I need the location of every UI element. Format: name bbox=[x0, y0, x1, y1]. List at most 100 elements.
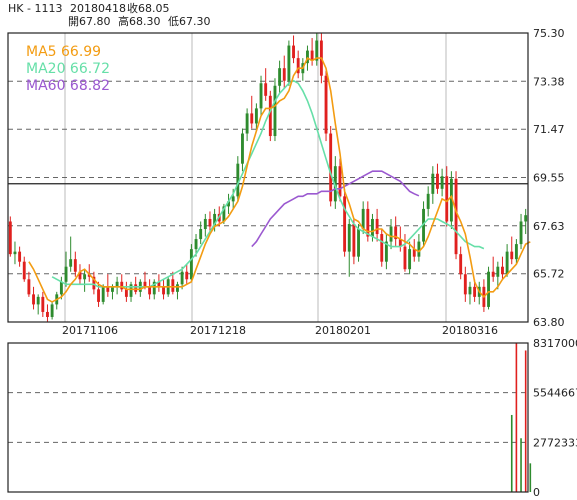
candle-body bbox=[491, 271, 495, 277]
price-tick-label: 67.63 bbox=[533, 220, 565, 233]
date-tick-label: 20171106 bbox=[62, 324, 118, 337]
candle bbox=[124, 281, 128, 302]
candle bbox=[436, 163, 439, 194]
candle bbox=[59, 276, 63, 300]
date-axis-ticks: 20171106 20171218 20180201 20180316 bbox=[62, 324, 498, 337]
candle bbox=[301, 58, 305, 81]
candle-body bbox=[487, 271, 490, 307]
candle bbox=[148, 279, 152, 300]
candle bbox=[431, 166, 435, 204]
candle bbox=[18, 246, 22, 267]
candle-body bbox=[134, 284, 138, 292]
candle-body bbox=[454, 178, 458, 255]
candle bbox=[64, 251, 68, 287]
candle-body bbox=[148, 286, 152, 295]
candle bbox=[440, 168, 444, 197]
candle-body bbox=[97, 289, 100, 302]
candle-body bbox=[194, 239, 198, 250]
candle-body bbox=[357, 229, 360, 257]
candle-body bbox=[208, 218, 212, 227]
candle-body bbox=[375, 218, 379, 235]
candle-body bbox=[403, 246, 407, 270]
candle bbox=[8, 216, 12, 257]
candle bbox=[375, 208, 379, 242]
price-tick-label: 69.55 bbox=[533, 172, 565, 185]
volume-panel-frame bbox=[7, 342, 529, 493]
candle-body bbox=[324, 75, 328, 134]
volume-panel: 8317000 5544667 2772333 0 bbox=[7, 337, 577, 499]
candle bbox=[69, 236, 73, 272]
volume-bars bbox=[510, 343, 532, 492]
candle-body bbox=[46, 311, 49, 317]
candle-body bbox=[59, 281, 63, 295]
candle bbox=[384, 234, 388, 270]
volume-tick-label: 2772333 bbox=[533, 436, 577, 449]
candle bbox=[310, 38, 314, 66]
candle-body bbox=[449, 178, 453, 222]
candle-body bbox=[394, 226, 398, 240]
candle-body bbox=[371, 218, 374, 237]
candle bbox=[250, 95, 254, 129]
candle-body bbox=[69, 259, 73, 267]
candle-body bbox=[152, 281, 156, 295]
candle bbox=[278, 60, 282, 94]
candle-body bbox=[111, 286, 114, 292]
candle bbox=[78, 264, 82, 285]
candle-body bbox=[264, 83, 268, 96]
candle-body bbox=[22, 261, 26, 280]
candle bbox=[282, 55, 286, 89]
candle bbox=[403, 234, 407, 272]
candle bbox=[36, 294, 40, 315]
low-price: 低67.30 bbox=[168, 15, 211, 28]
candle-body bbox=[185, 271, 189, 280]
open-price: 開67.80 bbox=[68, 15, 111, 28]
candle-body bbox=[213, 213, 217, 227]
candle bbox=[83, 269, 87, 292]
candle-body bbox=[514, 244, 518, 260]
candle-body bbox=[250, 113, 254, 124]
candle-body bbox=[329, 133, 333, 202]
candle-body bbox=[417, 241, 421, 257]
candle-body bbox=[176, 284, 179, 292]
candle bbox=[171, 271, 175, 295]
candle-body bbox=[13, 251, 17, 255]
candle bbox=[514, 239, 518, 265]
candle bbox=[501, 256, 504, 280]
candle-body bbox=[227, 201, 230, 207]
candle bbox=[254, 103, 258, 132]
candle-body bbox=[459, 254, 463, 275]
candle-body bbox=[36, 296, 40, 305]
candle bbox=[92, 271, 96, 295]
candle-body bbox=[384, 241, 388, 262]
candle bbox=[13, 241, 17, 265]
candle-body bbox=[254, 108, 258, 124]
candle bbox=[352, 218, 356, 265]
candle bbox=[22, 256, 26, 282]
candle-body bbox=[519, 221, 523, 245]
candle-body bbox=[245, 113, 249, 134]
candle bbox=[343, 188, 347, 257]
candle bbox=[46, 304, 49, 322]
candle bbox=[245, 108, 249, 142]
candle bbox=[227, 193, 230, 214]
candle bbox=[417, 234, 421, 262]
moving-average-lines bbox=[28, 56, 531, 303]
candle bbox=[287, 40, 291, 86]
candle-body bbox=[171, 279, 175, 292]
candle-body bbox=[389, 226, 393, 242]
volume-axis-ticks: 8317000 5544667 2772333 0 bbox=[533, 337, 577, 499]
candle bbox=[134, 276, 138, 295]
candle bbox=[524, 208, 528, 235]
candle bbox=[496, 261, 500, 290]
candle-body bbox=[463, 274, 467, 295]
date-tick-label: 20180316 bbox=[442, 324, 498, 337]
candle-body bbox=[338, 166, 342, 197]
candle bbox=[87, 264, 91, 282]
candle bbox=[491, 256, 495, 282]
candle bbox=[264, 68, 268, 101]
candle-body bbox=[124, 289, 128, 297]
candle bbox=[120, 274, 124, 292]
candle-body bbox=[106, 286, 110, 292]
candle bbox=[468, 281, 472, 305]
